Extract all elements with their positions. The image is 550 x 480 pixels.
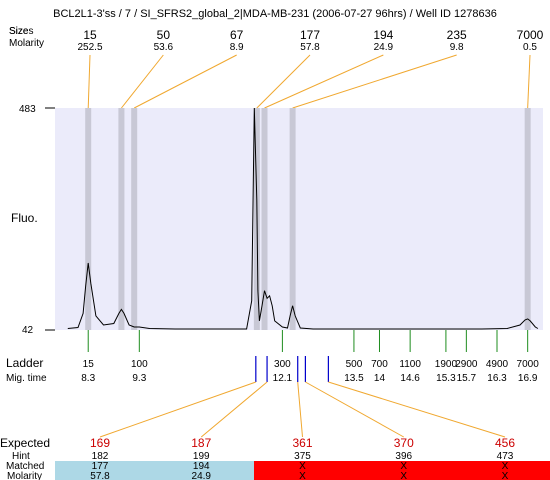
ladder-migtime-label: 13.5 <box>344 373 364 384</box>
expected-callout-line <box>200 381 268 438</box>
expected-hint-label: 182 <box>92 451 109 462</box>
ladder-migtime-label: 16.3 <box>487 373 507 384</box>
ladder-migtime-label: 15.3 <box>436 373 456 384</box>
expected-size-label: 456 <box>495 436 515 450</box>
peak-callout-line <box>121 54 164 109</box>
peak-band <box>289 108 296 330</box>
expected-molarity-label: X <box>502 471 509 480</box>
expected-molarity-label: 57.8 <box>90 471 110 480</box>
ladder-size-label: 500 <box>346 359 363 370</box>
expected-hint-label: 396 <box>395 451 412 462</box>
ladder-size-label: 2900 <box>455 359 478 370</box>
fluorescence-trace <box>67 107 539 330</box>
missing-background <box>254 461 550 480</box>
peak-callout-line <box>527 54 531 109</box>
expected-tick-group <box>99 356 506 438</box>
peak-molarity-label: 53.6 <box>154 42 174 53</box>
peak-callout-line <box>87 54 91 109</box>
expected-callout-line <box>99 381 256 438</box>
peak-callout-line <box>292 54 457 109</box>
peak-size-label: 67 <box>230 28 244 42</box>
peak-size-label: 235 <box>447 28 467 42</box>
matched-label: Matched <box>6 461 44 472</box>
matched-background <box>55 461 254 480</box>
expected-hint-label: 199 <box>193 451 210 462</box>
expected-matched-label: X <box>400 461 407 472</box>
y-axis-label: Fluo. <box>11 211 38 225</box>
peak-size-label: 194 <box>373 28 393 42</box>
ladder-migtime-label: 9.3 <box>132 373 146 384</box>
ladder-size-label: 300 <box>274 359 291 370</box>
molarity-bottom-label: Molarity <box>7 471 42 480</box>
size-label: Size <box>9 26 29 37</box>
sizes-label: Sizes <box>9 26 33 37</box>
plot-area <box>55 108 543 330</box>
ladder-migtime-label: 15.7 <box>457 373 477 384</box>
expected-size-label: 361 <box>292 436 312 450</box>
peak-band <box>118 108 125 330</box>
peak-callout-line <box>264 54 384 109</box>
peak-molarity-label: 252.5 <box>77 42 102 53</box>
expected-molarity-label: 24.9 <box>192 471 212 480</box>
expected-hint-label: 375 <box>294 451 311 462</box>
y-tick-label-max: 483 <box>19 104 36 115</box>
hint-label: Hint <box>12 451 30 462</box>
ladder-size-label: 100 <box>131 359 148 370</box>
ladder-migtime-label: 14 <box>374 373 386 384</box>
expected-callout-line <box>305 381 404 438</box>
molarity-label: Molarity <box>9 38 44 49</box>
expected-matched-label: 177 <box>92 461 109 472</box>
peak-band <box>261 108 268 330</box>
ladder-migtime-label: 14.6 <box>400 373 420 384</box>
ladder-size-label: 15 <box>83 359 95 370</box>
ladder-group: 15 8.3 100 9.3 300 12.1 500 13.5 700 14 1100 14.6 19… <box>81 330 539 384</box>
expected-matched-label: X <box>299 461 306 472</box>
ladder-size-label: 4900 <box>486 359 509 370</box>
expected-hint-label: 473 <box>497 451 514 462</box>
ladder-size-label: 700 <box>371 359 388 370</box>
expected-callout-line <box>297 381 303 438</box>
ladder-size-label: 1100 <box>399 359 421 370</box>
peak-band <box>131 108 138 330</box>
peak-molarity-label: 57.8 <box>300 42 320 53</box>
peak-band <box>85 108 92 330</box>
expected-molarity-label: X <box>400 471 407 480</box>
expected-group: 16918217757.818719919424.9361375XX370396… <box>90 436 515 480</box>
peak-size-label: 7000 <box>517 28 544 42</box>
chart-title: BCL2L1-3'ss / 7 / SI_SFRS2_global_2|MDA-… <box>53 8 497 20</box>
ladder-migtime-label: 16.9 <box>518 373 538 384</box>
ladder-label: Ladder <box>6 356 43 370</box>
expected-size-label: 169 <box>90 436 110 450</box>
peak-molarity-label: 9.8 <box>450 42 464 53</box>
peak-size-label: 15 <box>83 28 97 42</box>
expected-size-label: 370 <box>394 436 414 450</box>
peak-molarity-label: 0.5 <box>523 42 537 53</box>
ladder-size-label: 1900 <box>435 359 458 370</box>
y-tick-label-min: 42 <box>22 325 34 336</box>
expected-label: Expected <box>0 436 50 450</box>
migtime-label: Mig. time <box>6 373 47 384</box>
peak-callout-line <box>133 54 237 109</box>
expected-matched-label: X <box>502 461 509 472</box>
ladder-size-label: 7000 <box>517 359 540 370</box>
peak-band <box>524 108 531 330</box>
expected-molarity-label: X <box>299 471 306 480</box>
peak-size-label: 177 <box>300 28 320 42</box>
peak-molarity-label: 24.9 <box>374 42 394 53</box>
ladder-migtime-label: 8.3 <box>81 373 95 384</box>
expected-callout-line <box>328 381 506 438</box>
peak-molarity-label: 8.9 <box>230 42 244 53</box>
expected-size-label: 187 <box>191 436 211 450</box>
expected-matched-label: 194 <box>193 461 210 472</box>
peak-callout-line <box>256 54 311 109</box>
peak-size-label: 50 <box>157 28 171 42</box>
ladder-migtime-label: 12.1 <box>273 373 293 384</box>
